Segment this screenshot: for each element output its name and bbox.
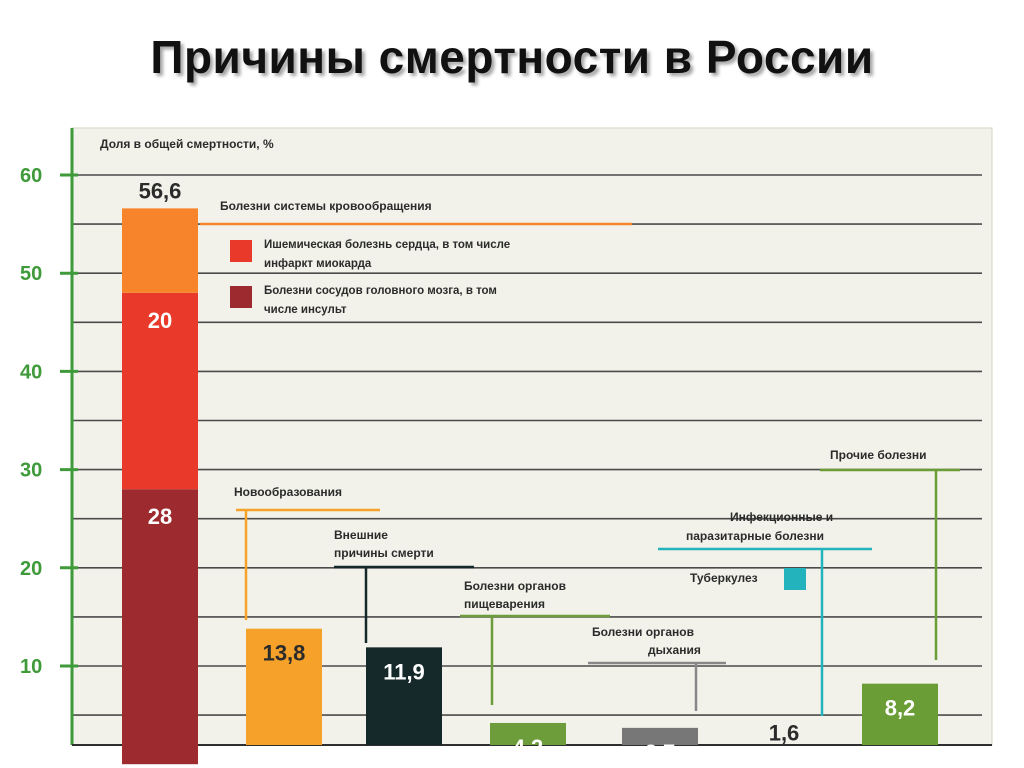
legend-label: числе инсульт [264,304,347,316]
bar-value-circulatory: 56,6 [139,178,182,203]
bar-value-other: 8,2 [885,696,916,721]
bar-label-digestive: пищеварения [464,597,545,611]
bar-label-circulatory: Болезни системы кровообращения [220,199,432,213]
legend-label: Ишемическая болезнь сердца, в том числе [264,239,510,251]
bar-label-digestive: Болезни органов [464,579,566,593]
bar-label-infectious: Инфекционные и [730,510,833,524]
y-tick-label: 10 [20,656,42,678]
bar-digestive [490,722,566,745]
bar-label-other: Прочие болезни [830,448,927,462]
y-axis-label: Доля в общей смертности, % [100,137,274,151]
bar-segment-value-ischemic: 20 [148,308,172,333]
legend-label: Болезни сосудов головного мозга, в том [264,285,497,297]
bar-label-external: Внешние [334,528,388,542]
bar-value-neoplasms: 13,8 [263,641,306,666]
bar-value-infectious: 1,6 [769,720,800,745]
legend-swatch [230,286,252,308]
y-tick-label: 60 [20,165,42,187]
bar-segment-value-stroke: 28 [148,504,172,529]
bar-value-digestive: 4,2 [513,735,544,760]
legend-label: инфаркт миокарда [264,258,372,270]
bar-neoplasms [246,628,322,745]
slide-title: Причины смертности в России [150,31,874,83]
bar-label-respiratory: Болезни органов [592,625,694,639]
y-tick-label: 20 [20,558,42,580]
bar-label-respiratory: дыхания [648,643,701,657]
bar-segment-rest [122,208,198,293]
y-tick-label: 50 [20,263,42,285]
bar-label-external: причины смерти [334,546,434,560]
bar-label-infectious: паразитарные болезни [686,529,824,543]
bar-external [366,647,442,745]
bar-other [862,683,938,745]
bar-value-respiratory: 3,7 [645,740,676,765]
y-tick-label: 40 [20,361,42,383]
bar-sublabel-tuberculosis: Туберкулез [690,571,758,585]
tuberculosis-marker [784,568,806,590]
legend-swatch [230,240,252,262]
y-tick-label: 30 [20,460,42,482]
bar-value-external: 11,9 [383,659,425,684]
plot-background [71,127,993,746]
bar-segment-stroke [122,489,198,765]
bar-label-neoplasms: Новообразования [234,485,342,499]
bar-respiratory [622,727,698,745]
bar-segment-ischemic [122,292,198,490]
